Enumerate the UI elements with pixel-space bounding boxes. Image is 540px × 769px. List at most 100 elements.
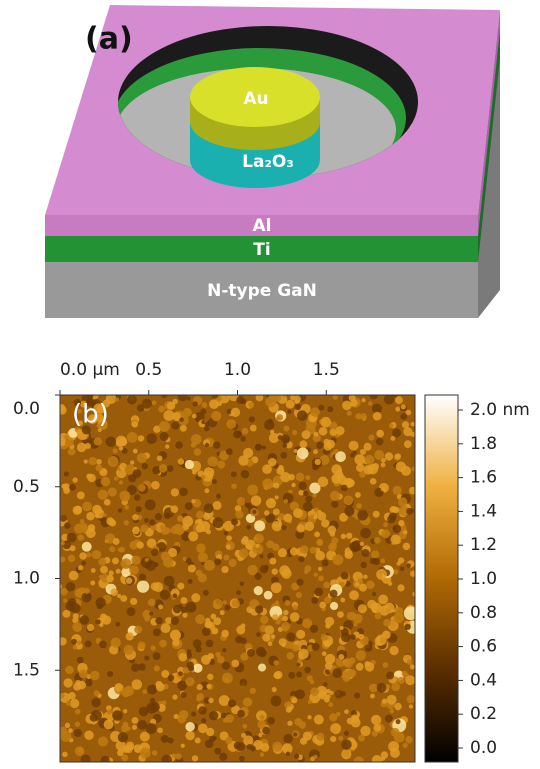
grain xyxy=(388,741,399,752)
grain xyxy=(334,449,339,454)
grain xyxy=(120,561,126,567)
grain xyxy=(225,605,231,611)
grain xyxy=(171,505,179,513)
grain xyxy=(360,726,370,736)
grain xyxy=(135,506,141,512)
grain xyxy=(313,755,318,760)
grain xyxy=(255,605,263,613)
grain xyxy=(398,677,405,684)
grain xyxy=(281,525,286,530)
grain xyxy=(106,517,114,525)
grain xyxy=(370,478,377,485)
grain xyxy=(381,751,388,758)
grain xyxy=(368,401,372,405)
grain xyxy=(396,462,406,472)
grain xyxy=(77,657,84,664)
grain xyxy=(397,584,404,591)
grain xyxy=(393,486,402,495)
grain xyxy=(395,407,400,412)
grain xyxy=(95,464,102,471)
grain xyxy=(389,423,394,428)
grain xyxy=(265,396,276,407)
grain xyxy=(64,471,69,476)
grain xyxy=(382,699,387,704)
colorbar-tick-label: 2.0 nm xyxy=(470,400,530,420)
grain xyxy=(288,672,295,679)
grain xyxy=(185,460,194,469)
grain xyxy=(207,456,218,467)
grain xyxy=(386,672,394,680)
grain xyxy=(252,510,256,514)
grain xyxy=(361,398,365,402)
grain xyxy=(151,481,160,490)
grain xyxy=(260,715,265,720)
grain xyxy=(305,475,310,480)
grain xyxy=(285,600,291,606)
grain xyxy=(343,674,351,682)
grain xyxy=(82,542,92,552)
grain xyxy=(361,562,367,568)
grain xyxy=(153,628,161,636)
grain xyxy=(156,683,165,692)
grain xyxy=(213,599,223,609)
grain xyxy=(193,663,202,672)
grain xyxy=(318,477,329,488)
grain xyxy=(365,661,371,667)
grain xyxy=(239,548,249,558)
grain xyxy=(85,443,91,449)
grain xyxy=(66,701,71,706)
grain xyxy=(159,421,170,432)
grain xyxy=(330,531,335,536)
grain xyxy=(241,470,249,478)
grain xyxy=(329,543,335,549)
grain xyxy=(344,731,349,736)
grain xyxy=(383,662,389,668)
grain xyxy=(61,541,65,545)
grain xyxy=(297,659,302,664)
grain xyxy=(92,550,101,559)
grain xyxy=(163,410,174,421)
grain xyxy=(387,695,397,705)
grain xyxy=(140,748,151,759)
grain xyxy=(383,522,388,527)
grain xyxy=(131,717,138,724)
grain xyxy=(373,412,382,421)
grain xyxy=(356,464,364,472)
grain xyxy=(392,428,401,437)
grain xyxy=(354,693,360,699)
grain xyxy=(236,742,245,751)
grain xyxy=(364,443,372,451)
grain xyxy=(132,514,138,520)
grain xyxy=(165,444,169,448)
grain xyxy=(139,574,146,581)
grain xyxy=(391,683,400,692)
grain xyxy=(258,664,266,672)
grain xyxy=(330,602,338,610)
grain xyxy=(322,651,327,656)
grain xyxy=(140,732,150,742)
grain xyxy=(325,617,334,626)
grain xyxy=(319,427,328,436)
grain xyxy=(223,555,229,561)
grain xyxy=(321,519,329,527)
grain xyxy=(242,536,248,542)
colorbar-tick-label: 0.0 xyxy=(470,738,497,758)
grain xyxy=(364,455,374,465)
grain xyxy=(310,625,318,633)
grain xyxy=(350,541,361,552)
grain xyxy=(207,674,213,680)
grain xyxy=(298,649,309,660)
grain xyxy=(119,491,130,502)
grain xyxy=(280,452,287,459)
grain xyxy=(144,616,150,622)
grain xyxy=(354,454,365,465)
grain xyxy=(229,559,237,567)
grain xyxy=(209,399,219,409)
grain xyxy=(319,602,326,609)
grain xyxy=(258,649,267,658)
grain xyxy=(359,584,367,592)
grain xyxy=(132,725,137,730)
y-tick-label: 0.0 xyxy=(13,399,40,419)
grain xyxy=(320,417,331,428)
grain xyxy=(242,724,247,729)
